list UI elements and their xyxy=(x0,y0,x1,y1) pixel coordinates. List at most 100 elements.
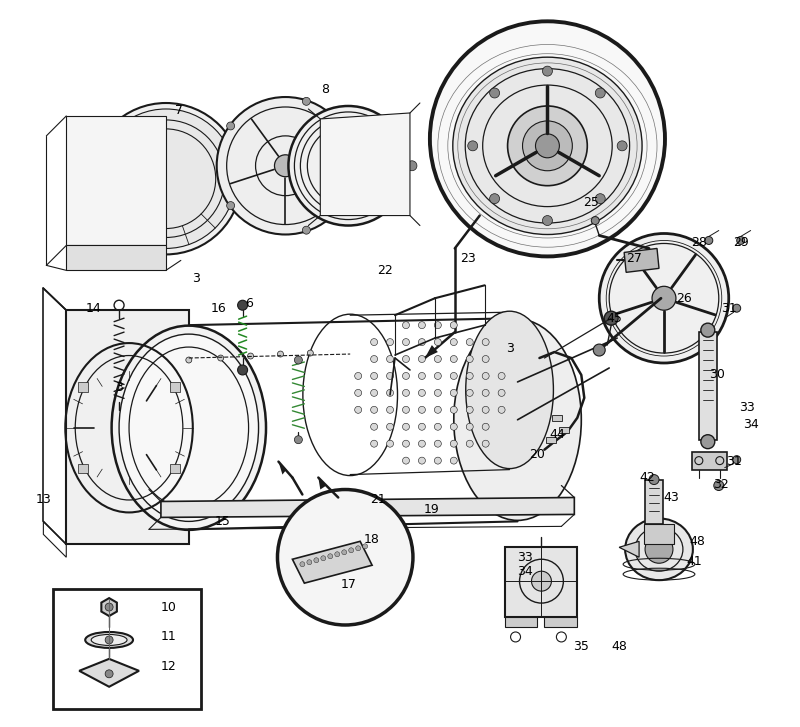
Text: 31: 31 xyxy=(721,302,737,315)
Ellipse shape xyxy=(454,319,582,521)
Circle shape xyxy=(434,423,442,430)
Polygon shape xyxy=(505,617,538,627)
Circle shape xyxy=(430,21,665,257)
Text: 3: 3 xyxy=(192,272,200,285)
Circle shape xyxy=(450,372,458,379)
Ellipse shape xyxy=(86,632,133,648)
Circle shape xyxy=(386,441,394,447)
Polygon shape xyxy=(546,437,557,443)
Polygon shape xyxy=(318,478,326,489)
Circle shape xyxy=(370,339,378,345)
Text: 6: 6 xyxy=(245,297,253,310)
Polygon shape xyxy=(320,113,410,216)
Circle shape xyxy=(105,636,113,644)
Text: 27: 27 xyxy=(626,252,642,265)
Circle shape xyxy=(370,372,378,379)
Text: 35: 35 xyxy=(574,640,590,654)
Text: 26: 26 xyxy=(676,292,692,305)
Circle shape xyxy=(354,372,362,379)
Ellipse shape xyxy=(274,155,296,177)
Circle shape xyxy=(386,372,394,379)
Text: 16: 16 xyxy=(211,302,226,315)
Circle shape xyxy=(450,356,458,363)
Text: 41: 41 xyxy=(686,555,702,568)
Ellipse shape xyxy=(90,103,242,254)
Circle shape xyxy=(418,457,426,464)
Ellipse shape xyxy=(96,109,236,249)
Circle shape xyxy=(238,300,247,310)
Circle shape xyxy=(186,357,192,363)
Polygon shape xyxy=(161,497,574,518)
Circle shape xyxy=(594,344,606,356)
Circle shape xyxy=(402,457,410,464)
Circle shape xyxy=(434,321,442,329)
Polygon shape xyxy=(79,659,139,687)
Text: 44: 44 xyxy=(550,428,566,441)
Polygon shape xyxy=(644,524,674,545)
Circle shape xyxy=(507,106,587,185)
Polygon shape xyxy=(545,617,578,627)
Text: 48: 48 xyxy=(689,535,705,548)
Circle shape xyxy=(466,390,474,396)
Circle shape xyxy=(247,353,254,359)
Circle shape xyxy=(370,423,378,430)
Circle shape xyxy=(490,88,499,98)
Circle shape xyxy=(402,339,410,345)
Circle shape xyxy=(418,441,426,447)
Circle shape xyxy=(402,321,410,329)
Ellipse shape xyxy=(289,106,408,225)
Text: 43: 43 xyxy=(663,491,679,504)
Circle shape xyxy=(599,233,729,363)
Circle shape xyxy=(468,141,478,150)
Circle shape xyxy=(522,121,572,171)
Circle shape xyxy=(450,390,458,396)
Text: 10: 10 xyxy=(161,601,177,614)
Polygon shape xyxy=(78,464,88,473)
Circle shape xyxy=(402,406,410,414)
Text: 17: 17 xyxy=(340,578,356,590)
Polygon shape xyxy=(619,542,639,558)
Circle shape xyxy=(482,423,489,430)
Text: 20: 20 xyxy=(530,448,546,461)
Circle shape xyxy=(302,226,310,234)
Text: 14: 14 xyxy=(86,302,101,315)
Text: 32: 32 xyxy=(713,478,729,491)
Text: 42: 42 xyxy=(639,471,655,484)
Text: 33: 33 xyxy=(738,401,754,414)
Circle shape xyxy=(354,390,362,396)
Circle shape xyxy=(334,552,340,557)
Circle shape xyxy=(418,423,426,430)
Text: 19: 19 xyxy=(424,503,440,516)
Polygon shape xyxy=(102,598,117,616)
Circle shape xyxy=(307,350,314,356)
Polygon shape xyxy=(78,382,88,392)
Circle shape xyxy=(386,390,394,396)
Polygon shape xyxy=(293,542,372,583)
Circle shape xyxy=(466,423,474,430)
Circle shape xyxy=(498,390,505,396)
Circle shape xyxy=(418,372,426,379)
Circle shape xyxy=(302,97,310,105)
Polygon shape xyxy=(699,332,717,440)
Circle shape xyxy=(278,351,283,357)
Circle shape xyxy=(466,441,474,447)
Circle shape xyxy=(498,372,505,379)
Circle shape xyxy=(701,435,714,449)
Circle shape xyxy=(466,406,474,414)
Circle shape xyxy=(314,558,319,563)
Circle shape xyxy=(498,406,505,414)
Circle shape xyxy=(450,423,458,430)
Circle shape xyxy=(354,406,362,414)
Circle shape xyxy=(370,406,378,414)
Polygon shape xyxy=(505,547,578,617)
Circle shape xyxy=(482,441,489,447)
Polygon shape xyxy=(645,480,663,524)
Polygon shape xyxy=(425,345,438,358)
Circle shape xyxy=(386,339,394,345)
Circle shape xyxy=(535,134,559,158)
Circle shape xyxy=(402,423,410,430)
Circle shape xyxy=(531,571,551,591)
Circle shape xyxy=(328,554,333,559)
Polygon shape xyxy=(692,451,726,470)
Circle shape xyxy=(418,321,426,329)
